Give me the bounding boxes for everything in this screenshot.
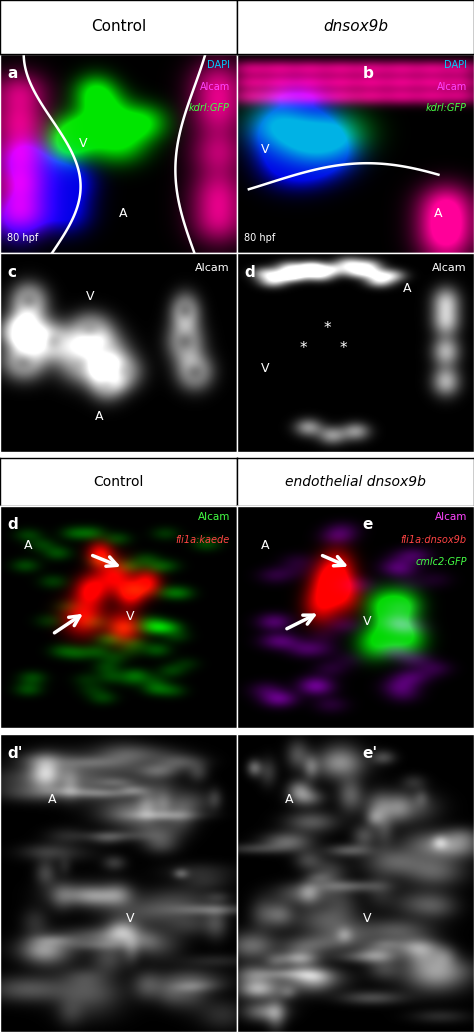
Text: d': d': [7, 746, 23, 761]
Text: A: A: [261, 539, 270, 552]
Text: *: *: [323, 321, 331, 336]
Text: e: e: [363, 517, 373, 531]
Text: V: V: [261, 362, 270, 375]
Text: A: A: [119, 206, 128, 220]
Text: 80 hpf: 80 hpf: [7, 233, 38, 243]
Text: d: d: [244, 265, 255, 280]
Text: Alcam: Alcam: [195, 263, 230, 272]
Text: b: b: [363, 66, 374, 80]
Text: endothelial dnsox9b: endothelial dnsox9b: [285, 475, 426, 489]
Text: V: V: [126, 912, 135, 925]
Text: DAPI: DAPI: [444, 60, 467, 69]
Text: Alcam: Alcam: [198, 512, 230, 522]
Text: DAPI: DAPI: [207, 60, 230, 69]
Text: A: A: [95, 410, 104, 423]
Text: A: A: [48, 793, 56, 806]
Text: d: d: [7, 517, 18, 531]
Text: e': e': [363, 746, 378, 761]
Text: V: V: [363, 912, 372, 925]
Text: Alcam: Alcam: [435, 512, 467, 522]
Text: V: V: [79, 137, 87, 150]
Text: kdrl:GFP: kdrl:GFP: [426, 103, 467, 114]
Text: A: A: [403, 282, 412, 295]
Text: *: *: [340, 341, 347, 356]
Text: fli1a:kaede: fli1a:kaede: [176, 535, 230, 545]
Text: A: A: [285, 793, 293, 806]
Text: 80 hpf: 80 hpf: [244, 233, 275, 243]
Text: dnsox9b: dnsox9b: [323, 20, 388, 34]
Text: A: A: [434, 206, 443, 220]
Text: kdrl:GFP: kdrl:GFP: [189, 103, 230, 114]
Text: cmlc2:GFP: cmlc2:GFP: [415, 556, 467, 567]
Text: Control: Control: [93, 475, 144, 489]
Text: Alcam: Alcam: [437, 82, 467, 92]
Text: a: a: [7, 66, 18, 80]
Text: V: V: [126, 610, 135, 623]
Text: V: V: [363, 615, 372, 627]
Text: fli1a:dnsox9b: fli1a:dnsox9b: [401, 535, 467, 545]
Text: V: V: [261, 142, 270, 156]
Text: Alcam: Alcam: [200, 82, 230, 92]
Text: c: c: [7, 265, 16, 280]
Text: V: V: [86, 290, 94, 303]
Text: Alcam: Alcam: [432, 263, 467, 272]
Text: *: *: [300, 341, 307, 356]
Text: A: A: [24, 539, 33, 552]
Text: Control: Control: [91, 20, 146, 34]
